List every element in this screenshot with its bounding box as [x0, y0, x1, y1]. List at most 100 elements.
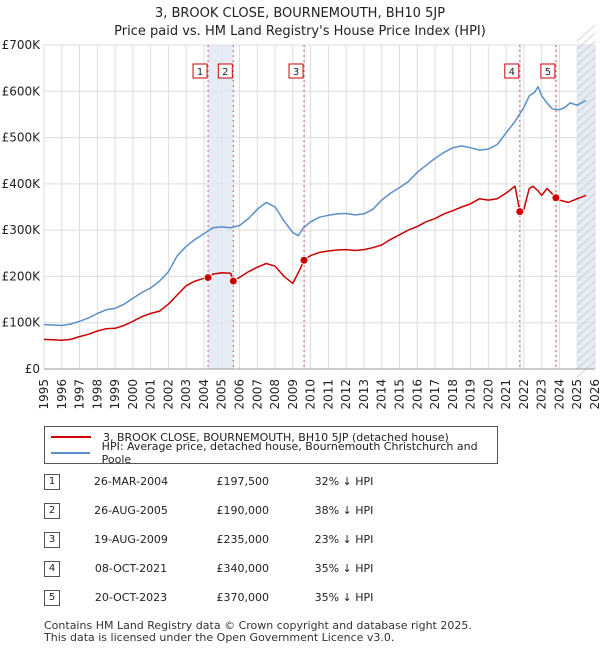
shaded-region [208, 45, 234, 369]
hatch-line [576, 40, 596, 58]
transaction-number: 4 [44, 561, 60, 577]
transaction-price: £190,000 [216, 504, 270, 517]
y-tick-label: £500K [2, 131, 42, 145]
sale-marker-label: 5 [545, 67, 551, 78]
transaction-date: 08-OCT-2021 [94, 562, 168, 575]
x-tick-label: 2009 [286, 379, 300, 410]
x-tick-label: 2011 [321, 379, 335, 410]
legend-item-hpi: HPI: Average price, detached house, Bour… [51, 440, 497, 466]
footer: Contains HM Land Registry data © Crown c… [44, 620, 472, 644]
transaction-row: 1 26-MAR-2004 £197,500 32% ↓ HPI [44, 474, 464, 490]
y-tick-label: £0 [25, 362, 40, 376]
shaded-region [519, 45, 521, 369]
x-tick-label: 2000 [126, 379, 140, 410]
transaction-row: 5 20-OCT-2023 £370,000 35% ↓ HPI [44, 590, 464, 606]
transaction-number: 2 [44, 503, 60, 519]
x-tick-label: 2020 [481, 379, 495, 410]
hatch-line [576, 136, 596, 154]
x-tick-label: 2005 [215, 379, 229, 410]
sale-point [299, 255, 309, 265]
x-tick-label: 2007 [250, 379, 264, 410]
legend-swatch-property [51, 436, 91, 438]
plot-area [44, 45, 595, 369]
hatch-line [576, 256, 596, 274]
x-tick-label: 2014 [375, 379, 389, 410]
transaction-number: 5 [44, 590, 60, 606]
hatch-line [576, 264, 596, 282]
sale-marker-label: 4 [509, 67, 515, 78]
x-tick-label: 2002 [161, 379, 175, 410]
hatch-line [576, 216, 596, 234]
transaction-date: 20-OCT-2023 [94, 591, 168, 604]
property-price-line [43, 185, 587, 342]
x-tick-label: 1995 [37, 379, 51, 410]
sale-point [228, 276, 238, 286]
x-tick-label: 2017 [428, 379, 442, 410]
x-tick-label: 2022 [517, 379, 531, 410]
transaction-row: 2 26-AUG-2005 £190,000 38% ↓ HPI [44, 503, 464, 519]
footer-licence: This data is licensed under the Open Gov… [44, 631, 395, 644]
transaction-date: 26-MAR-2004 [93, 475, 169, 488]
hatch-line [576, 128, 596, 146]
x-tick-label: 2004 [197, 379, 211, 410]
hatch-line [576, 160, 596, 178]
hatch-line [576, 240, 596, 258]
sale-marker-label: 1 [197, 67, 203, 78]
hpi-line [43, 85, 587, 327]
y-tick-label: £200K [2, 269, 42, 283]
hatch-line [576, 48, 596, 66]
transaction-number: 1 [44, 474, 60, 490]
hatch-line [576, 312, 596, 330]
sale-point [203, 273, 213, 283]
hatch-line [576, 112, 596, 130]
legend-label-property: 3, BROOK CLOSE, BOURNEMOUTH, BH10 5JP (d… [103, 430, 449, 444]
transaction-hpi: 23% ↓ HPI [314, 533, 374, 546]
legend: 3, BROOK CLOSE, BOURNEMOUTH, BH10 5JP (d… [44, 426, 498, 466]
chart-title: 3, BROOK CLOSE, BOURNEMOUTH, BH10 5JP [154, 6, 446, 21]
x-tick-label: 2012 [339, 379, 353, 410]
y-tick-label: £300K [2, 223, 42, 237]
transaction-number: 3 [44, 532, 60, 548]
hatch-line [576, 144, 596, 162]
shaded-region [555, 45, 557, 369]
y-tick-label: £100K [2, 316, 42, 330]
hatch-line [576, 104, 596, 122]
transaction-row: 3 19-AUG-2009 £235,000 23% ↓ HPI [44, 532, 464, 548]
sale-point [551, 193, 561, 203]
hatch-line [576, 272, 596, 290]
x-tick-label: 2008 [268, 379, 282, 410]
x-tick-label: 1997 [73, 379, 87, 410]
hatch-line [576, 72, 596, 90]
x-tick-label: 2021 [499, 379, 513, 410]
sale-marker-box [540, 63, 556, 79]
transaction-hpi: 35% ↓ HPI [314, 591, 374, 604]
x-tick-label: 2016 [410, 379, 424, 410]
hatch-line [576, 120, 596, 138]
x-tick-label: 2006 [233, 379, 247, 410]
y-tick-label: £600K [2, 84, 42, 98]
transaction-hpi: 38% ↓ HPI [314, 504, 374, 517]
hatch-line [576, 344, 596, 362]
hatch-line [576, 224, 596, 242]
shaded-region [577, 45, 595, 369]
hatch-line [576, 248, 596, 266]
transaction-price: £370,000 [216, 591, 270, 604]
x-tick-label: 2023 [535, 379, 549, 410]
hatch-line [576, 304, 596, 322]
hatch-line [576, 280, 596, 298]
x-tick-label: 2018 [446, 379, 460, 410]
hatch-line [576, 208, 596, 226]
hatch-line [576, 88, 596, 106]
transaction-date: 26-AUG-2005 [94, 504, 168, 517]
sale-marker-label: 3 [293, 67, 299, 78]
x-tick-label: 2019 [464, 379, 478, 410]
transaction-price: £235,000 [216, 533, 270, 546]
hatch-line [576, 176, 596, 194]
x-tick-label: 1998 [90, 379, 104, 410]
footer-copyright: Contains HM Land Registry data © Crown c… [44, 619, 472, 632]
x-tick-label: 1996 [55, 379, 69, 410]
sale-marker-box [217, 63, 233, 79]
legend-label-hpi: HPI: Average price, detached house, Bour… [101, 440, 478, 466]
hatch-line [576, 200, 596, 218]
hatch-line [576, 232, 596, 250]
